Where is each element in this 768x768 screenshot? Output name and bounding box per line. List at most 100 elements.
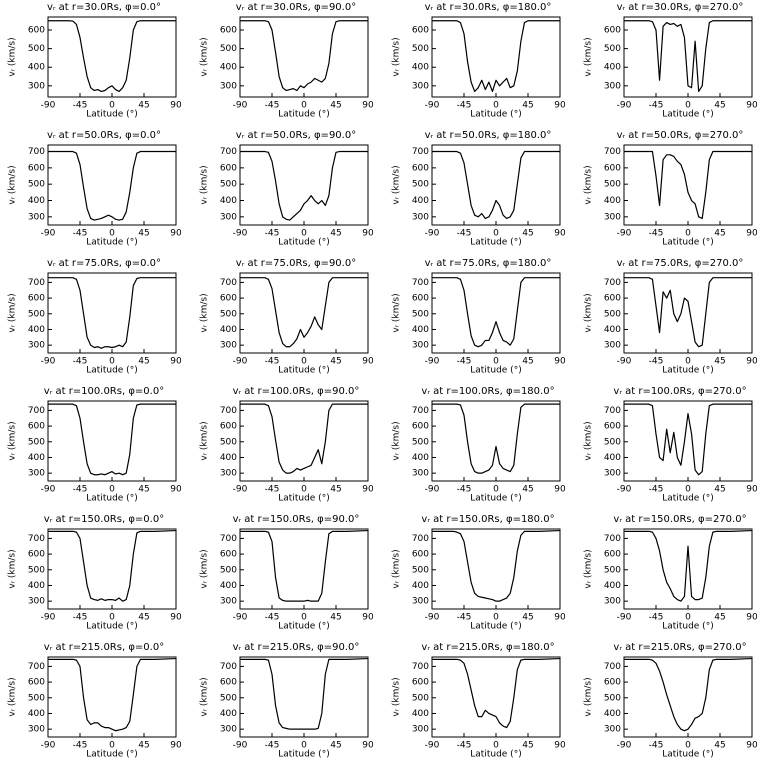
y-tick-label: 700 [412,278,429,288]
y-tick-label: 500 [220,180,237,190]
y-tick-label: 600 [604,678,621,688]
y-tick-label: 500 [604,309,621,319]
x-tick-label: 90 [170,485,182,495]
y-tick-label: 700 [28,534,45,544]
panel: vᵣ at r=30.0Rs, φ=180.0° Latitude (°) vᵣ (… [392,2,566,120]
plot-frame [623,272,753,354]
plot-frame [431,144,561,226]
data-line [48,150,176,221]
x-tick-label: 90 [170,357,182,367]
y-tick-label: 700 [28,147,45,157]
x-tick-label: 0 [685,229,691,239]
x-tick-label: -45 [265,229,280,239]
panel-title: vᵣ at r=50.0Rs, φ=180.0° [425,130,552,141]
y-tick-label: 600 [28,163,45,173]
y-tick-label: 500 [28,565,45,575]
panel-title: vᵣ at r=100.0Rs, φ=180.0° [421,386,554,397]
x-tick-label: -45 [457,229,472,239]
y-tick-label: 400 [28,325,45,335]
panel: vᵣ at r=50.0Rs, φ=180.0° Latitude (°) vᵣ (… [392,130,566,248]
panel: vᵣ at r=215.0Rs, φ=180.0° Latitude (°) vᵣ … [392,642,566,760]
panel-title: vᵣ at r=150.0Rs, φ=270.0° [613,514,746,525]
plot-frame [431,400,561,482]
x-tick-label: 45 [714,101,725,111]
x-tick-label: 90 [362,485,374,495]
panel-title: vᵣ at r=100.0Rs, φ=270.0° [613,386,746,397]
x-tick-label: 45 [138,485,149,495]
y-tick-label: 600 [220,163,237,173]
panel: vᵣ at r=30.0Rs, φ=0.0° Latitude (°) vᵣ (km… [8,2,182,120]
x-tick-label: 90 [554,613,566,623]
y-tick-label: 300 [604,212,621,222]
x-tick-label: -90 [425,485,440,495]
x-tick-label: 0 [301,485,307,495]
y-tick-label: 500 [220,309,237,319]
x-tick-label: -90 [41,485,56,495]
x-tick-label: 90 [170,613,182,623]
x-tick-label: 90 [554,485,566,495]
data-line [432,529,561,602]
x-tick-label: -90 [617,485,632,495]
panel-title: vᵣ at r=50.0Rs, φ=90.0° [236,130,356,141]
y-tick-label: 300 [220,81,237,91]
y-tick-label: 400 [28,196,45,206]
x-tick-label: 90 [746,101,758,111]
plot-frame [239,272,369,354]
x-tick-label: 45 [522,357,533,367]
plot-frame [239,144,369,226]
x-tick-label: 0 [685,101,691,111]
panel: vᵣ at r=75.0Rs, φ=0.0° Latitude (°) vᵣ (km… [8,258,182,376]
y-tick-label: 300 [28,597,45,607]
x-tick-label: 0 [493,741,499,751]
x-tick-label: -45 [73,357,88,367]
x-tick-label: -45 [649,613,664,623]
plot-frame [623,528,753,610]
x-tick-label: 90 [362,101,374,111]
x-tick-label: 90 [362,741,374,751]
data-line [432,657,561,729]
panel-title: vᵣ at r=75.0Rs, φ=180.0° [425,258,552,269]
y-axis-label: vᵣ (km/s) [392,421,402,460]
y-tick-label: 300 [220,597,237,607]
x-tick-label: -45 [649,229,664,239]
y-axis-label: vᵣ (km/s) [200,293,210,332]
panel-title: vᵣ at r=215.0Rs, φ=90.0° [233,642,360,653]
data-line [240,277,368,348]
x-tick-label: -90 [617,101,632,111]
y-tick-label: 400 [412,196,429,206]
y-tick-label: 500 [28,309,45,319]
panel: vᵣ at r=50.0Rs, φ=0.0° Latitude (°) vᵣ (km… [8,130,182,248]
x-axis-label: Latitude (°) [86,622,137,632]
x-tick-label: -90 [617,741,632,751]
panel-title: vᵣ at r=75.0Rs, φ=90.0° [236,258,356,269]
x-axis-label: Latitude (°) [278,238,329,248]
y-tick-label: 500 [28,44,45,54]
x-tick-label: 90 [170,229,182,239]
x-tick-label: -45 [457,485,472,495]
panel: vᵣ at r=50.0Rs, φ=270.0° Latitude (°) vᵣ (… [584,130,758,248]
y-tick-label: 600 [28,422,45,432]
x-tick-label: 45 [138,613,149,623]
x-tick-label: 90 [170,101,182,111]
data-line [432,277,560,348]
plot-frame [47,656,177,738]
y-tick-label: 400 [412,709,429,719]
x-tick-label: 90 [554,357,566,367]
y-tick-label: 500 [412,44,429,54]
data-line [624,529,753,602]
y-tick-label: 600 [412,163,429,173]
panel-title: vᵣ at r=30.0Rs, φ=90.0° [236,2,356,13]
panel-title: vᵣ at r=215.0Rs, φ=270.0° [613,642,746,653]
x-tick-label: 0 [493,357,499,367]
plot-frame [47,272,177,354]
x-tick-label: 0 [109,229,115,239]
x-tick-label: 45 [330,357,341,367]
y-tick-label: 700 [412,147,429,157]
data-line [240,20,368,92]
y-axis-label: vᵣ (km/s) [584,165,594,204]
x-tick-label: 45 [330,229,341,239]
x-tick-label: -45 [265,101,280,111]
x-axis-label: Latitude (°) [662,238,713,248]
y-tick-label: 600 [220,422,237,432]
panel-title: vᵣ at r=50.0Rs, φ=0.0° [47,130,161,141]
